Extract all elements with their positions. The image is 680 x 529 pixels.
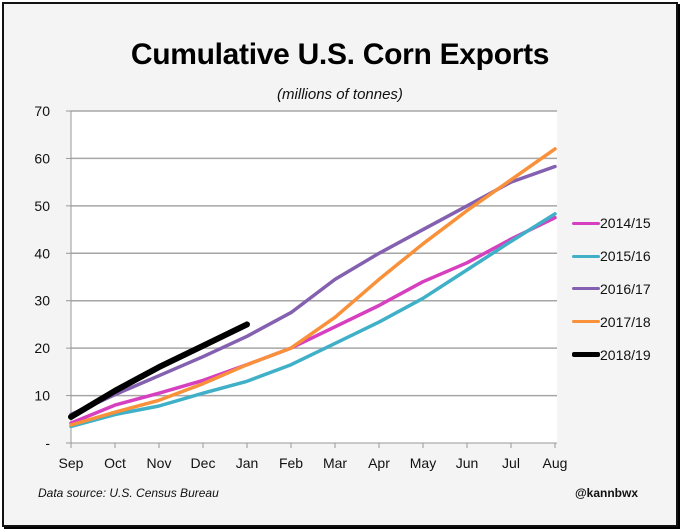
legend-item-2018-19: 2018/19 — [572, 338, 651, 371]
series-lines — [68, 147, 557, 429]
x-tick-label: Jul — [502, 455, 520, 471]
y-tick-label: 30 — [34, 293, 50, 309]
x-tick-label: Oct — [104, 455, 126, 471]
chart-subtitle: (millions of tonnes) — [277, 86, 403, 103]
legend-item-2014-15: 2014/15 — [572, 207, 651, 240]
legend-item-2015-16: 2015/16 — [572, 240, 651, 273]
x-tick-label: Jan — [236, 455, 259, 471]
legend-item-2017-18: 2017/18 — [572, 305, 651, 338]
legend-label: 2015/16 — [600, 248, 651, 265]
legend-label: 2017/18 — [600, 313, 651, 330]
legend-label: 2018/19 — [600, 346, 651, 363]
legend-item-2016-17: 2016/17 — [572, 273, 651, 306]
author-handle: @kannbwx — [574, 486, 638, 500]
legend-label: 2016/17 — [600, 280, 651, 297]
x-tick-label: Jun — [456, 455, 479, 471]
x-tick-label: Sep — [59, 455, 84, 471]
data-source-note: Data source: U.S. Census Bureau — [38, 486, 219, 500]
y-tick-labels: - 10 20 30 40 50 60 70 — [34, 103, 50, 451]
series-line-2015-16 — [69, 212, 557, 429]
gridlines — [71, 110, 557, 443]
y-tick-label: 50 — [34, 198, 50, 214]
y-tick-label: 20 — [34, 340, 50, 356]
series-line-2016-17 — [69, 164, 557, 417]
legend-swatch — [572, 352, 600, 358]
x-tick-label: Dec — [191, 455, 216, 471]
x-tick-label: Aug — [543, 455, 568, 471]
legend-swatch — [572, 320, 600, 324]
axes — [66, 110, 557, 448]
series-line-2017-18 — [69, 147, 557, 427]
y-tick-label: 10 — [34, 388, 50, 404]
y-tick-label: 60 — [34, 150, 50, 166]
x-tick-label: Apr — [368, 455, 390, 471]
series-line-2014-15 — [69, 215, 557, 425]
legend-label: 2014/15 — [600, 215, 651, 232]
y-tick-label: 70 — [34, 103, 50, 119]
x-tick-labels: Sep Oct Nov Dec Jan Feb Mar Apr May Jun Jul Aug — [59, 455, 568, 471]
x-tick-label: Mar — [323, 455, 347, 471]
series-line-2018-19 — [68, 321, 250, 420]
legend-swatch — [572, 254, 600, 258]
legend: 2014/15 2015/16 2016/17 2017/18 2018/19 — [572, 207, 651, 371]
x-tick-label: May — [410, 455, 436, 471]
x-tick-label: Feb — [279, 455, 303, 471]
y-tick-label: 40 — [34, 245, 50, 261]
y-tick-label: - — [45, 435, 50, 451]
chart-title: Cumulative U.S. Corn Exports — [130, 38, 550, 71]
legend-swatch — [572, 221, 600, 225]
legend-swatch — [572, 287, 600, 291]
x-tick-label: Nov — [147, 455, 172, 471]
plot-area — [71, 111, 557, 443]
